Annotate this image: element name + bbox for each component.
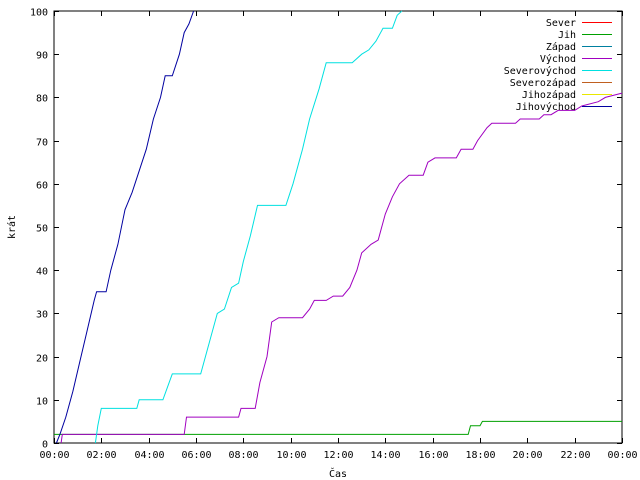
x-tick-label: 20:00 (512, 450, 542, 461)
series-line-jihovychod (55, 10, 195, 444)
y-tick-label: 70 (36, 138, 48, 149)
series-line-vychod (60, 92, 623, 444)
x-tick-label: 00:00 (39, 450, 69, 461)
legend-label-severovychod: Severovýchod (504, 65, 576, 77)
legend-label-severozapad: Severozápad (510, 77, 576, 89)
legend-label-jihozapad: Jihozápad (522, 89, 576, 101)
legend: SeverJihZápadVýchodSeverovýchodSeverozáp… (504, 18, 612, 113)
y-tick-label: 0 (42, 440, 48, 451)
x-tick-label: 10:00 (276, 450, 306, 461)
y-axis: 0 10 20 30 40 50 60 70 80 90 100 (30, 8, 622, 451)
y-tick-label: 80 (36, 94, 48, 105)
legend-label-jih: Jih (558, 30, 576, 41)
y-tick-label: 20 (36, 354, 48, 365)
y-tick-label: 60 (36, 181, 48, 192)
y-tick-label: 90 (36, 51, 48, 62)
y-tick-label: 100 (30, 8, 48, 19)
legend-label-zapad: Západ (546, 41, 576, 53)
x-tick-label: 12:00 (323, 450, 353, 461)
series-line-jih (54, 420, 622, 435)
x-tick-label: 06:00 (181, 450, 211, 461)
legend-label-vychod: Východ (540, 53, 576, 65)
y-tick-label: 30 (36, 310, 48, 321)
x-tick-label: 14:00 (370, 450, 400, 461)
y-tick-label: 50 (36, 224, 48, 235)
y-axis-label: krát (6, 215, 18, 239)
x-tick-label: 18:00 (465, 450, 495, 461)
y-tick-label: 10 (36, 397, 48, 408)
x-axis-label: Čas (329, 467, 347, 480)
x-tick-label: 22:00 (560, 450, 590, 461)
series-line-severovychod (94, 10, 403, 444)
x-axis: 00:00 02:00 04:00 06:00 08:00 10:00 12:00 14:00… (39, 11, 638, 461)
x-tick-label: 16:00 (418, 450, 448, 461)
legend-label-sever: Sever (546, 18, 576, 29)
x-tick-label: 00:00 (607, 450, 637, 461)
legend-label-jihovychod: Jihovýchod (516, 101, 576, 113)
x-tick-label: 02:00 (86, 450, 116, 461)
series-lines (54, 10, 623, 444)
y-tick-label: 40 (36, 267, 48, 278)
x-tick-label: 08:00 (228, 450, 258, 461)
x-tick-label: 04:00 (134, 450, 164, 461)
